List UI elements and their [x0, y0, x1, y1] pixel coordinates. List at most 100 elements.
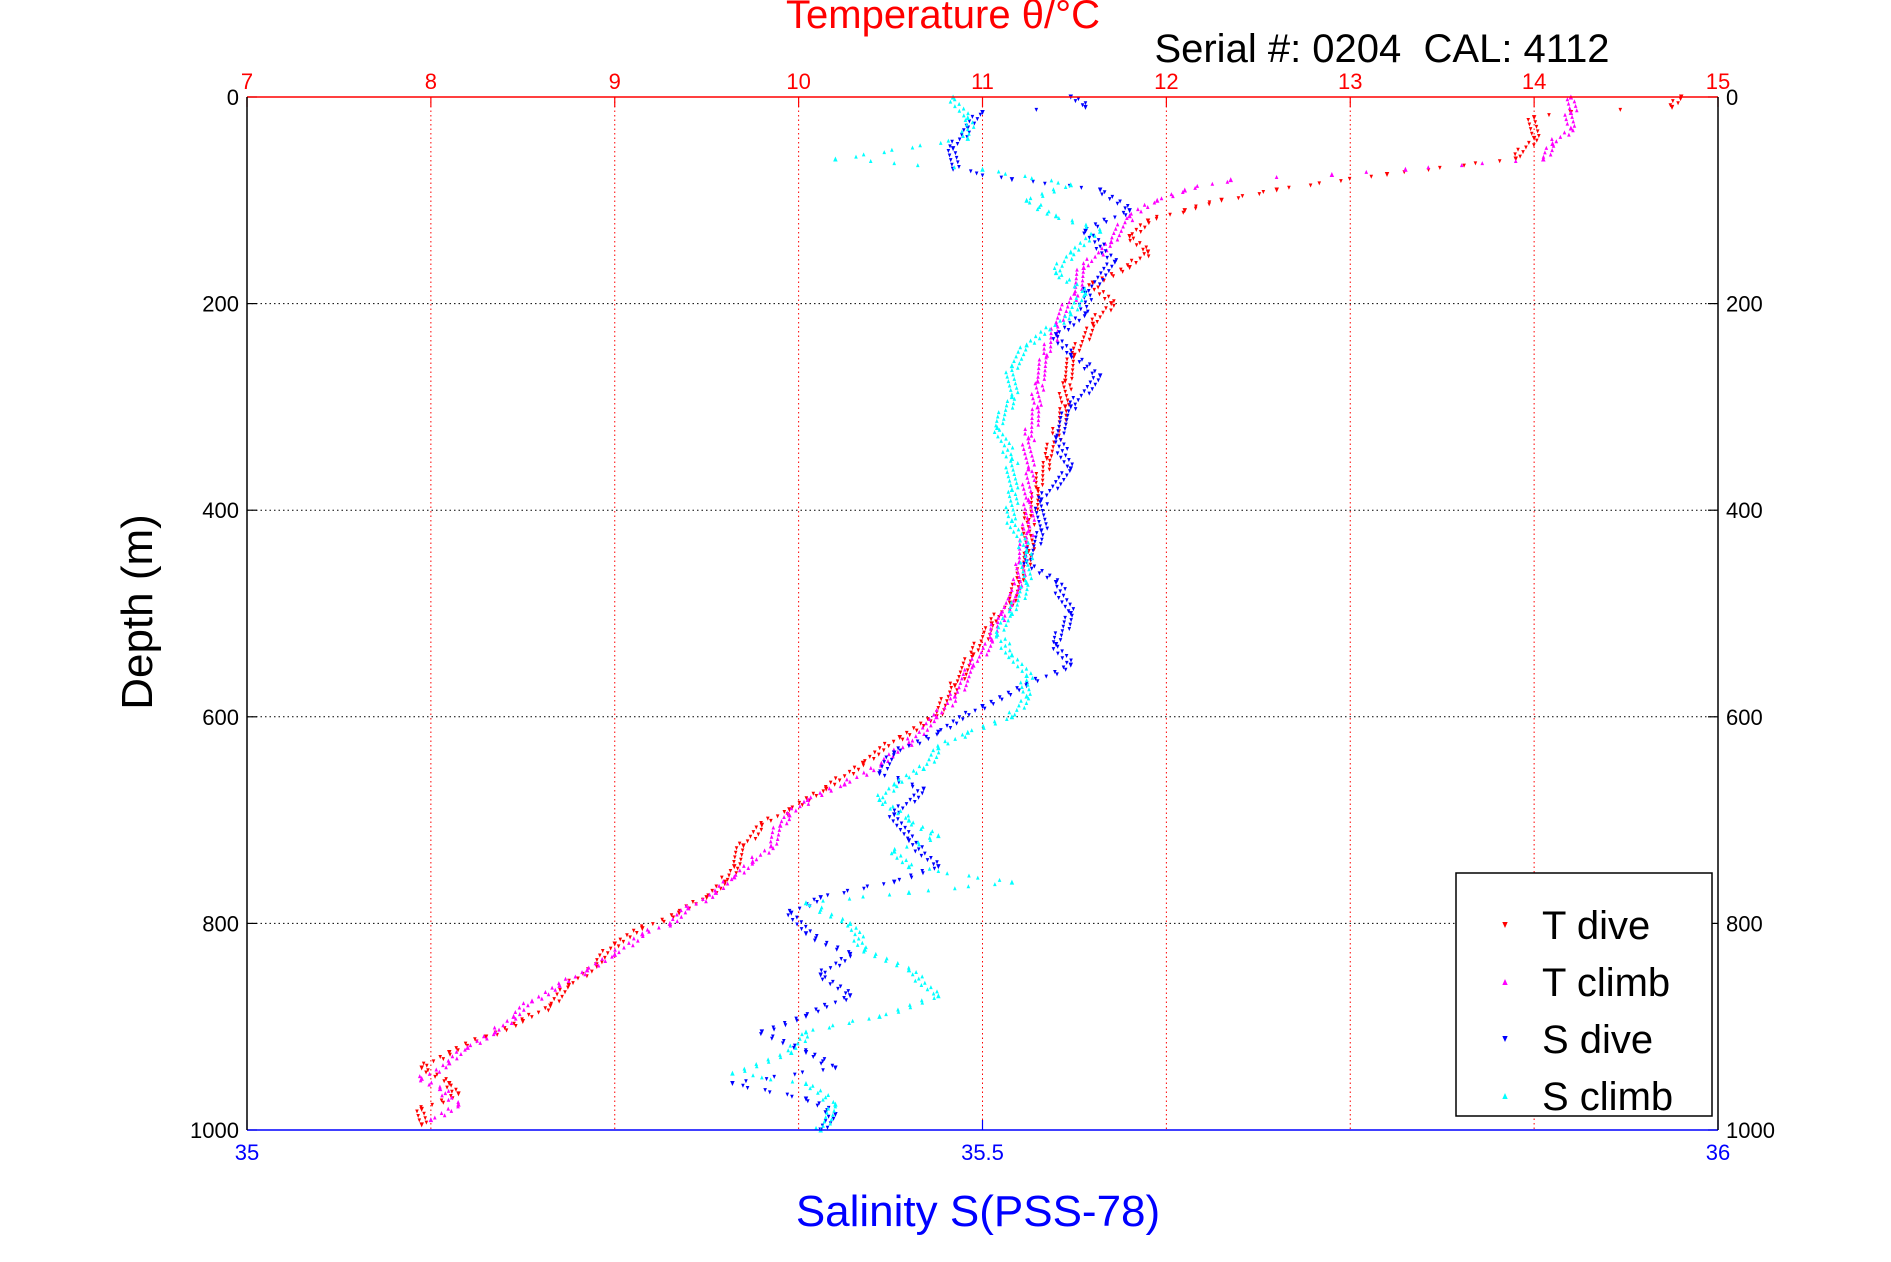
- data-point: [756, 832, 761, 837]
- data-point: [1023, 596, 1027, 601]
- data-point: [1535, 129, 1540, 134]
- depth-tick-label-right: 400: [1726, 498, 1763, 523]
- data-point: [1013, 491, 1018, 496]
- data-point: [1018, 680, 1023, 685]
- data-point: [1016, 460, 1020, 465]
- data-point: [833, 1065, 838, 1071]
- data-point: [767, 850, 771, 855]
- data-point: [596, 963, 601, 968]
- data-point: [832, 1108, 836, 1113]
- data-point: [1104, 306, 1108, 311]
- data-point: [849, 927, 854, 932]
- data-point: [975, 117, 980, 122]
- data-point: [1563, 112, 1567, 117]
- data-point: [1032, 340, 1037, 345]
- data-point: [1070, 462, 1074, 467]
- data-point: [896, 1009, 901, 1014]
- data-point: [1059, 400, 1064, 405]
- data-point: [632, 936, 636, 941]
- data-point: [1109, 272, 1114, 277]
- data-point: [771, 1025, 776, 1030]
- data-point: [1000, 432, 1005, 437]
- data-point: [1072, 323, 1076, 328]
- data-point: [1566, 101, 1571, 106]
- data-point: [1145, 218, 1151, 224]
- data-point: [957, 715, 962, 720]
- data-point: [1059, 633, 1064, 638]
- data-point: [1093, 280, 1097, 285]
- data-point: [943, 739, 947, 744]
- data-point: [536, 994, 541, 999]
- data-point: [1138, 223, 1143, 228]
- data-point: [1567, 132, 1571, 137]
- data-point: [949, 686, 954, 691]
- data-point: [431, 1059, 436, 1064]
- data-point: [522, 1007, 526, 1012]
- data-point: [1347, 176, 1352, 181]
- data-point: [829, 1117, 834, 1122]
- data-point: [1060, 582, 1064, 587]
- data-point: [1073, 99, 1078, 104]
- data-point: [967, 119, 972, 124]
- data-point: [1024, 666, 1029, 671]
- data-point: [1040, 478, 1045, 483]
- data-point: [814, 1125, 818, 1130]
- data-point: [1035, 503, 1040, 508]
- data-point: [1064, 308, 1069, 313]
- data-point: [1547, 113, 1551, 118]
- data-point: [1040, 569, 1044, 574]
- data-point: [918, 721, 923, 726]
- data-point: [1024, 591, 1028, 596]
- data-point: [794, 1016, 798, 1021]
- data-point: [737, 841, 742, 846]
- data-point: [903, 825, 907, 830]
- data-point: [778, 1055, 783, 1060]
- data-point: [1134, 243, 1139, 248]
- data-point: [1102, 242, 1106, 247]
- data-point: [1028, 691, 1032, 696]
- data-point: [990, 639, 995, 644]
- data-point: [921, 786, 926, 792]
- data-point: [895, 784, 899, 789]
- data-point: [1079, 393, 1084, 398]
- data-point: [837, 778, 842, 783]
- data-point: [1018, 589, 1022, 594]
- data-point: [900, 779, 904, 784]
- data-point: [793, 1043, 797, 1048]
- data-point: [753, 837, 758, 842]
- data-point: [1107, 197, 1112, 202]
- data-point: [1063, 453, 1068, 458]
- data-point: [999, 645, 1003, 650]
- data-point: [1141, 247, 1145, 252]
- data-point: [1147, 221, 1151, 226]
- data-point: [827, 1025, 832, 1030]
- data-point: [1016, 349, 1020, 354]
- data-point: [833, 1112, 838, 1118]
- data-point: [1047, 573, 1052, 578]
- data-point: [1011, 529, 1016, 534]
- data-point: [616, 944, 621, 949]
- data-point: [790, 917, 795, 922]
- data-point: [463, 1047, 467, 1052]
- data-point: [517, 1012, 522, 1017]
- data-point: [957, 108, 962, 113]
- data-point: [1037, 357, 1042, 362]
- data-point: [972, 641, 976, 646]
- data-point: [905, 736, 910, 741]
- data-point: [1044, 493, 1049, 498]
- data-point: [1071, 364, 1075, 369]
- depth-tick-label-left: 600: [202, 705, 239, 730]
- data-point: [887, 762, 892, 767]
- data-point: [1036, 498, 1040, 503]
- data-point: [772, 1074, 777, 1079]
- data-point: [857, 930, 862, 935]
- data-point: [1059, 411, 1064, 416]
- data-point: [1026, 440, 1031, 445]
- data-point: [906, 830, 911, 835]
- data-point: [714, 884, 719, 889]
- data-point: [970, 120, 975, 125]
- data-point: [909, 822, 914, 827]
- data-point: [823, 1110, 828, 1115]
- data-point: [1058, 589, 1063, 594]
- data-point: [1159, 196, 1164, 201]
